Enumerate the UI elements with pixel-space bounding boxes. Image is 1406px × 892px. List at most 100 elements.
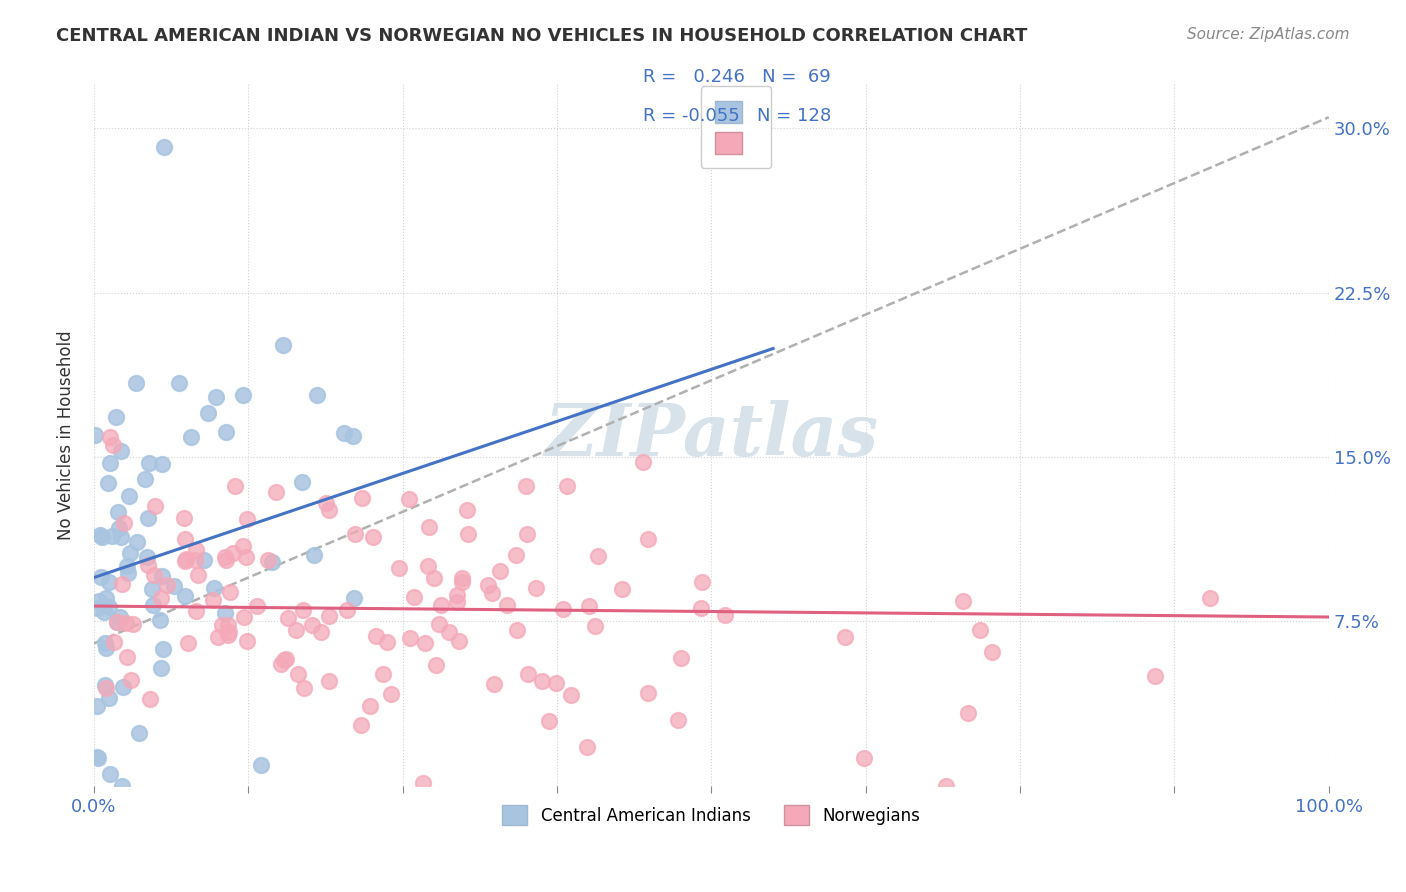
Point bbox=[150, 569, 173, 583]
Point bbox=[555, 479, 578, 493]
Point bbox=[451, 575, 474, 590]
Point bbox=[105, 615, 128, 629]
Point bbox=[418, 520, 440, 534]
Point bbox=[150, 591, 173, 606]
Point bbox=[371, 666, 394, 681]
Point bbox=[301, 618, 323, 632]
Point bbox=[197, 407, 219, 421]
Point bbox=[398, 492, 420, 507]
Point bbox=[93, 605, 115, 619]
Point bbox=[110, 531, 132, 545]
Point bbox=[482, 677, 505, 691]
Point bbox=[343, 527, 366, 541]
Point bbox=[273, 653, 295, 667]
Point bbox=[516, 526, 538, 541]
Point bbox=[143, 499, 166, 513]
Point bbox=[174, 554, 197, 568]
Point bbox=[270, 657, 292, 671]
Point bbox=[336, 603, 359, 617]
Point bbox=[292, 681, 315, 696]
Point bbox=[218, 624, 240, 639]
Point bbox=[451, 571, 474, 585]
Point bbox=[136, 510, 159, 524]
Point bbox=[342, 428, 364, 442]
Point bbox=[291, 603, 314, 617]
Point bbox=[149, 613, 172, 627]
Point bbox=[980, 645, 1002, 659]
Point bbox=[446, 588, 468, 602]
Point bbox=[89, 527, 111, 541]
Point bbox=[852, 751, 875, 765]
Point bbox=[456, 503, 478, 517]
Point bbox=[236, 512, 259, 526]
Point bbox=[96, 591, 118, 606]
Point bbox=[150, 457, 173, 471]
Point bbox=[98, 600, 121, 615]
Point bbox=[169, 376, 191, 391]
Point bbox=[713, 608, 735, 623]
Point bbox=[115, 650, 138, 665]
Point bbox=[112, 681, 135, 695]
Point bbox=[232, 539, 254, 553]
Point bbox=[180, 430, 202, 444]
Point bbox=[219, 584, 242, 599]
Point bbox=[551, 602, 574, 616]
Point bbox=[136, 550, 159, 565]
Point bbox=[489, 564, 512, 578]
Point bbox=[193, 553, 215, 567]
Point bbox=[128, 726, 150, 740]
Point bbox=[153, 140, 176, 154]
Point bbox=[449, 633, 471, 648]
Point bbox=[103, 635, 125, 649]
Point bbox=[689, 600, 711, 615]
Point bbox=[90, 570, 112, 584]
Point bbox=[342, 591, 364, 606]
Text: Source: ZipAtlas.com: Source: ZipAtlas.com bbox=[1187, 27, 1350, 42]
Point bbox=[174, 589, 197, 603]
Point bbox=[291, 475, 314, 489]
Point bbox=[505, 623, 527, 637]
Point bbox=[94, 636, 117, 650]
Point bbox=[350, 718, 373, 732]
Point bbox=[214, 550, 236, 565]
Point bbox=[125, 535, 148, 549]
Point bbox=[111, 577, 134, 591]
Point bbox=[108, 521, 131, 535]
Point bbox=[96, 641, 118, 656]
Text: R =   0.246   N =  69: R = 0.246 N = 69 bbox=[644, 69, 831, 87]
Point bbox=[105, 409, 128, 424]
Point bbox=[97, 574, 120, 589]
Point bbox=[112, 516, 135, 530]
Point bbox=[517, 667, 540, 681]
Point bbox=[184, 604, 207, 618]
Point bbox=[399, 631, 422, 645]
Point bbox=[418, 559, 440, 574]
Text: R = -0.055   N = 128: R = -0.055 N = 128 bbox=[644, 107, 832, 125]
Point bbox=[215, 553, 238, 567]
Y-axis label: No Vehicles in Household: No Vehicles in Household bbox=[58, 330, 75, 540]
Point bbox=[94, 678, 117, 692]
Point bbox=[633, 455, 655, 469]
Point bbox=[363, 530, 385, 544]
Point bbox=[495, 598, 517, 612]
Point bbox=[277, 611, 299, 625]
Point bbox=[90, 530, 112, 544]
Point bbox=[834, 631, 856, 645]
Point bbox=[560, 689, 582, 703]
Point bbox=[375, 635, 398, 649]
Point bbox=[98, 767, 121, 781]
Point bbox=[304, 548, 326, 562]
Point bbox=[583, 618, 606, 632]
Point bbox=[86, 698, 108, 713]
Point bbox=[105, 615, 128, 629]
Point bbox=[249, 758, 271, 772]
Point bbox=[309, 624, 332, 639]
Point bbox=[141, 582, 163, 597]
Point bbox=[481, 586, 503, 600]
Point bbox=[142, 599, 165, 613]
Legend: Central American Indians, Norwegians: Central American Indians, Norwegians bbox=[494, 797, 928, 833]
Point bbox=[174, 532, 197, 546]
Point bbox=[388, 561, 411, 575]
Point bbox=[224, 479, 246, 493]
Point bbox=[125, 376, 148, 391]
